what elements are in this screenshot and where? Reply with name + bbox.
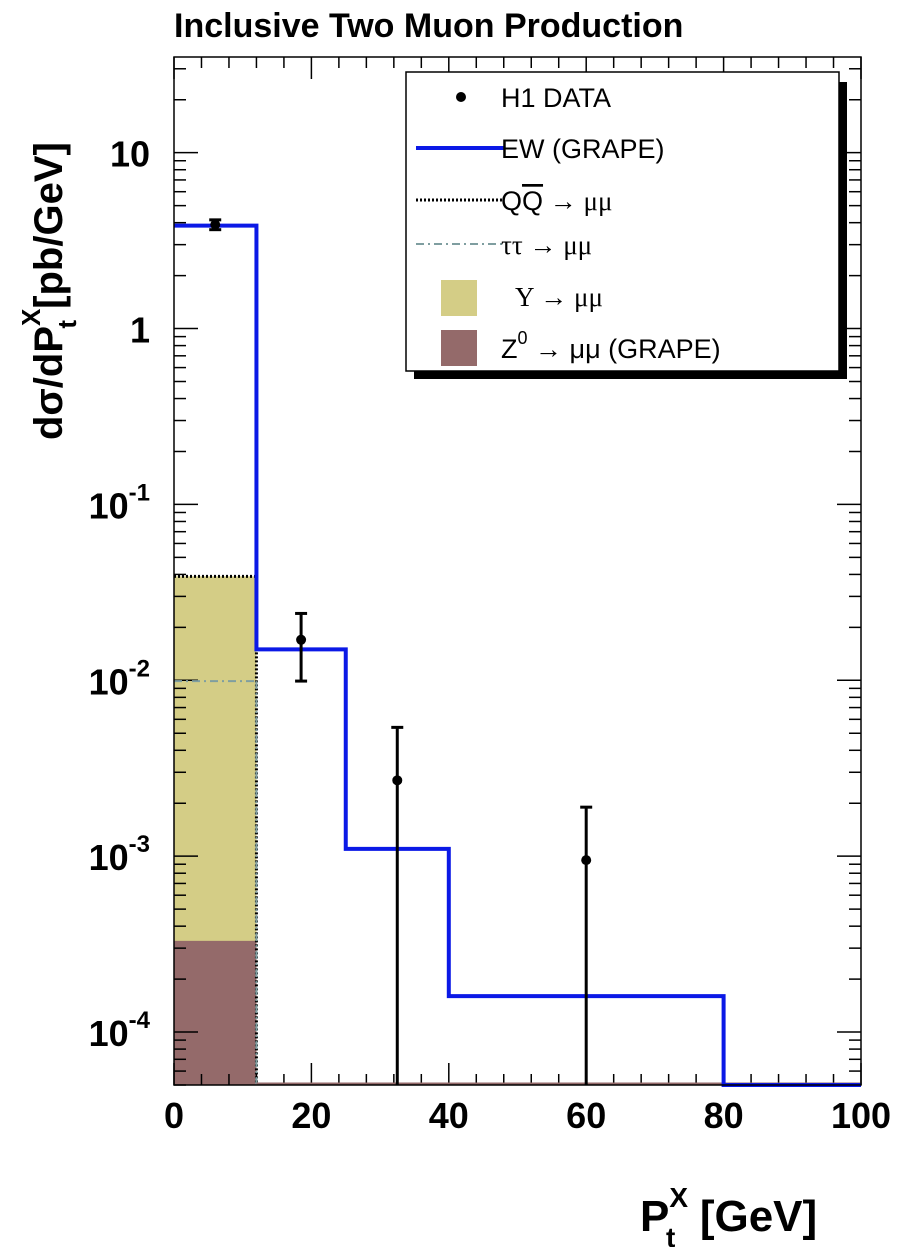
chart-title: Inclusive Two Muon Production <box>174 7 683 45</box>
legend-label-z0-main: Z <box>501 334 518 364</box>
legend-label-qq-tail: → μμ <box>543 186 612 216</box>
legend-label-tau: ττ → μμ <box>501 230 592 260</box>
legend-label-data: H1 DATA <box>501 83 611 113</box>
y-tick-label-4: 10-3 <box>89 831 150 878</box>
y-axis-label-unit: [pb/GeV] <box>27 142 71 320</box>
y-tick-label-base-1: 1 <box>130 310 150 351</box>
y-axis-label-sub: t <box>52 320 82 329</box>
y-tick-label-base-0: 10 <box>110 134 150 175</box>
y-tick-label-exp-4: -3 <box>129 831 150 858</box>
x-tick-label-4: 80 <box>704 1095 744 1136</box>
legend-box <box>405 71 840 372</box>
legend-z0-swatch <box>441 330 477 366</box>
legend-label-z0-tail: → μμ (GRAPE) <box>528 334 721 364</box>
x-axis-label-sup: X <box>669 1182 688 1213</box>
x-axis-label-sub: t <box>666 1222 675 1247</box>
y-tick-label-base-2: 10 <box>89 485 129 526</box>
y-axis-label-sup: X <box>16 308 46 326</box>
legend-ups-swatch <box>441 280 477 316</box>
y-tick-label-exp-5: -4 <box>129 1007 151 1034</box>
y-tick-label-base-5: 10 <box>89 1013 129 1054</box>
legend-data-marker <box>456 92 466 102</box>
y-tick-label-base-4: 10 <box>89 837 129 878</box>
axis-ticks <box>173 57 862 1086</box>
y-tick-label-0: 10 <box>110 134 150 175</box>
x-axis-label-main: P <box>640 1192 669 1241</box>
x-axis-label: PX t [GeV] <box>640 1182 817 1247</box>
legend-label-z0: Z0 → μμ (GRAPE) <box>501 328 721 364</box>
stacked-fills <box>174 576 257 1085</box>
data-point-1 <box>296 634 307 645</box>
legend-label-qq: QQ → μμ <box>501 186 612 216</box>
legend-label-ew: EW (GRAPE) <box>501 134 665 164</box>
y-tick-label-2: 10-1 <box>89 479 150 526</box>
x-tick-label-2: 40 <box>429 1095 469 1136</box>
data-point-0 <box>210 219 221 230</box>
x-tick-labels: 0 20 40 60 80 100 <box>164 1095 891 1136</box>
fill-bar-1-0 <box>174 940 257 1085</box>
y-tick-label-3: 10-2 <box>89 655 150 702</box>
x-axis-label-unit: [GeV] <box>675 1192 817 1241</box>
legend: H1 DATA EW (GRAPE) QQ → μμ ττ → μμ Υ → μ… <box>405 71 847 379</box>
plot-frame <box>173 56 862 1086</box>
y-tick-label-1: 1 <box>130 310 150 351</box>
y-axis-label-group: dσ/dPX t [pb/GeV] <box>16 142 82 440</box>
y-axis-label-prefix: dσ/dP <box>27 326 71 440</box>
data-points <box>209 218 593 1085</box>
y-tick-label-base-3: 10 <box>89 661 129 702</box>
legend-label-ups: Υ → μμ <box>515 282 603 312</box>
y-tick-label-exp-3: -2 <box>129 655 150 682</box>
legend-label-z0-sup: 0 <box>518 328 528 348</box>
legend-label-qq-main: Q <box>501 186 522 216</box>
x-tick-label-3: 60 <box>566 1095 606 1136</box>
legend-label-qq-over: Q <box>522 186 543 216</box>
y-axis-label: dσ/dPX t [pb/GeV] <box>16 142 82 440</box>
y-tick-label-exp-2: -1 <box>129 479 150 506</box>
x-tick-label-5: 100 <box>831 1095 891 1136</box>
y-tick-label-5: 10-4 <box>89 1007 151 1054</box>
data-point-2 <box>392 775 403 786</box>
data-point-3 <box>581 855 592 866</box>
x-tick-label-0: 0 <box>164 1095 184 1136</box>
x-tick-label-1: 20 <box>291 1095 331 1136</box>
